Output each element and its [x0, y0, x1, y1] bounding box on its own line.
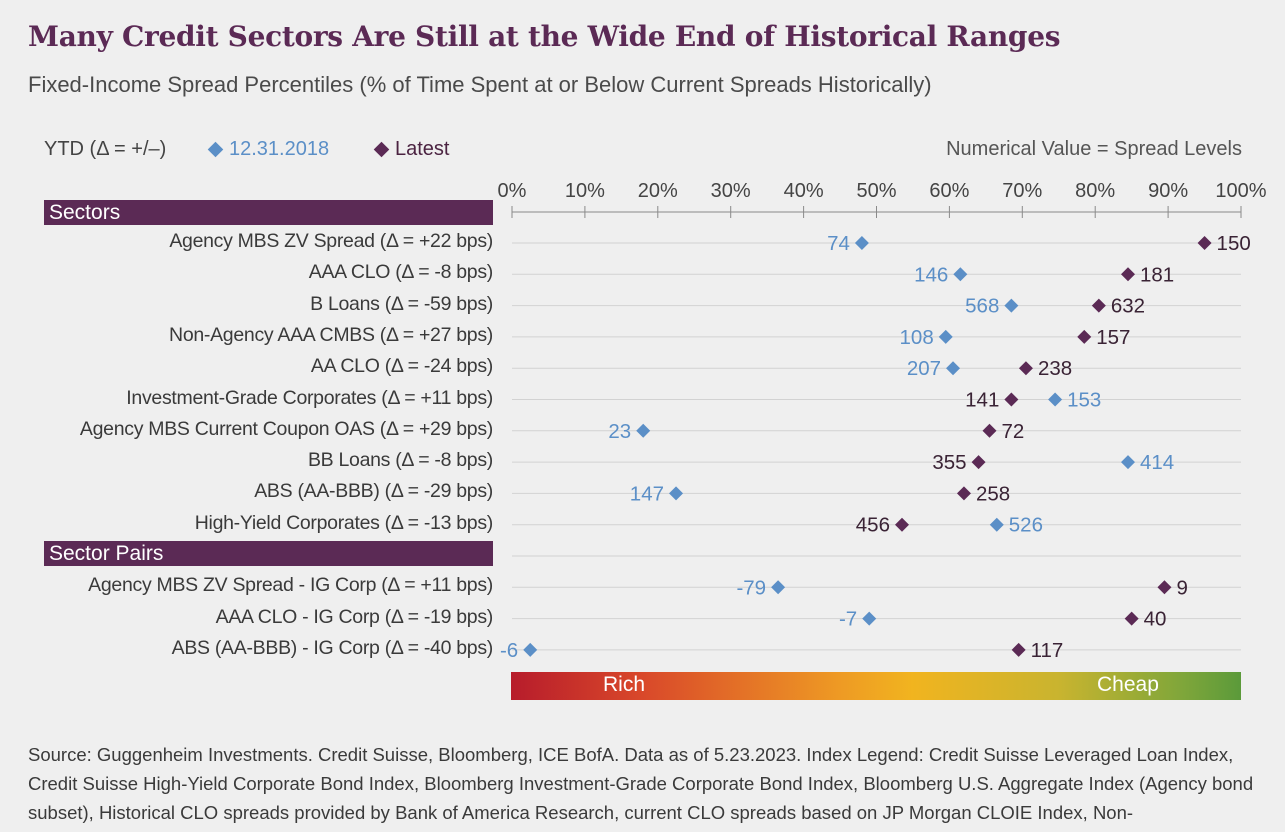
- latest-marker: [1124, 611, 1139, 626]
- latest-marker: [1091, 298, 1106, 313]
- prior-marker: [946, 361, 961, 376]
- chart-title: Many Credit Sectors Are Still at the Wid…: [28, 20, 1061, 53]
- prior-spread-label: -7: [839, 608, 857, 631]
- row-label: ABS (AA-BBB) - IG Corp (Δ = -40 bps): [171, 636, 494, 659]
- latest-spread-label: 355: [932, 451, 966, 474]
- latest-marker: [1121, 267, 1136, 282]
- legend-note: Numerical Value = Spread Levels: [946, 138, 1242, 160]
- prior-marker: [523, 642, 538, 657]
- latest-marker: [1077, 329, 1092, 344]
- legend-prior-label: 12.31.2018: [229, 138, 330, 160]
- x-tick-label: 100%: [1215, 180, 1266, 202]
- source-footnote: Source: Guggenheim Investments. Credit S…: [28, 744, 1254, 823]
- prior-spread-label: -6: [500, 639, 518, 662]
- legend-latest: Latest: [373, 138, 450, 161]
- row-label: Agency MBS ZV Spread (Δ = +22 bps): [169, 230, 493, 252]
- latest-marker: [956, 486, 971, 501]
- prior-marker: [669, 486, 684, 501]
- prior-spread-label: 147: [630, 482, 664, 505]
- prior-spread-label: 153: [1067, 389, 1101, 412]
- prior-marker: [953, 267, 968, 282]
- rich-label: Rich: [603, 673, 646, 696]
- latest-spread-label: 456: [856, 514, 890, 537]
- x-tick-label: 70%: [1002, 180, 1042, 202]
- row-label: AA CLO (Δ = -24 bps): [310, 355, 493, 378]
- prior-spread-label: 23: [608, 420, 631, 443]
- latest-spread-label: 632: [1111, 295, 1145, 318]
- prior-marker: [854, 236, 869, 250]
- prior-marker: [771, 580, 786, 595]
- latest-spread-label: 150: [1217, 232, 1251, 255]
- latest-spread-label: 9: [1176, 576, 1187, 599]
- row-label: ABS (AA-BBB) (Δ = -29 bps): [254, 480, 493, 503]
- row-label: Non-Agency AAA CMBS (Δ = +27 bps): [169, 323, 493, 346]
- latest-marker: [1011, 642, 1026, 657]
- prior-spread-label: 526: [1009, 514, 1043, 537]
- x-tick-label: 80%: [1075, 180, 1115, 202]
- prior-spread-label: 74: [827, 232, 850, 255]
- legend-latest-label: Latest: [395, 138, 450, 160]
- latest-spread-label: 141: [965, 389, 999, 412]
- latest-marker: [1018, 361, 1033, 376]
- section-header-sector-pairs: Sector Pairs: [44, 541, 493, 566]
- prior-spread-label: 568: [965, 295, 999, 318]
- prior-marker: [938, 329, 953, 344]
- x-tick-label: 60%: [929, 180, 969, 202]
- section-header-sectors: Sectors: [44, 200, 493, 225]
- row-label: AAA CLO (Δ = -8 bps): [308, 261, 494, 284]
- latest-marker: [1157, 580, 1172, 595]
- x-tick-label: 30%: [711, 180, 751, 202]
- prior-marker: [1048, 392, 1063, 407]
- latest-marker: [1197, 236, 1212, 250]
- rich-cheap-scale: [511, 672, 1241, 700]
- latest-marker: [971, 455, 986, 470]
- row-label: B Loans (Δ = -59 bps): [310, 292, 493, 315]
- prior-marker: [1121, 455, 1136, 470]
- prior-marker: [989, 517, 1004, 532]
- prior-marker: [862, 611, 877, 626]
- row-label: High-Yield Corporates (Δ = -13 bps): [194, 511, 494, 534]
- latest-spread-label: 238: [1038, 357, 1072, 380]
- prior-marker: [636, 423, 651, 438]
- chart-subtitle: Fixed-Income Spread Percentiles (% of Ti…: [28, 72, 932, 97]
- x-tick-label: 90%: [1148, 180, 1188, 202]
- prior-spread-label: 207: [907, 357, 941, 380]
- legend-prior: 12.31.2018: [207, 138, 330, 161]
- prior-spread-label: 414: [1140, 451, 1174, 474]
- prior-spread-label: 108: [900, 326, 934, 349]
- latest-marker: [1004, 392, 1019, 407]
- cheap-label: Cheap: [1097, 673, 1159, 696]
- latest-marker: [982, 423, 997, 438]
- latest-spread-label: 181: [1140, 263, 1174, 286]
- x-tick-label: 40%: [784, 180, 824, 202]
- legend-ytd-label: YTD (Δ = +/–): [44, 138, 167, 160]
- prior-spread-label: 146: [914, 263, 948, 286]
- row-label: BB Loans (Δ = -8 bps): [307, 449, 493, 472]
- x-tick-label: 20%: [638, 180, 678, 202]
- latest-spread-label: 258: [976, 482, 1010, 505]
- latest-spread-label: 117: [1031, 639, 1064, 662]
- row-label: Agency MBS Current Coupon OAS (Δ = +29 b…: [79, 417, 493, 440]
- row-label: Investment-Grade Corporates (Δ = +11 bps…: [126, 386, 493, 409]
- prior-marker: [1004, 298, 1019, 313]
- row-label: AAA CLO - IG Corp (Δ = -19 bps): [215, 605, 494, 628]
- x-tick-label: 10%: [565, 180, 605, 202]
- row-label: Agency MBS ZV Spread - IG Corp (Δ = +11 …: [88, 574, 493, 597]
- x-tick-label: 0%: [498, 180, 527, 202]
- latest-spread-label: 40: [1144, 608, 1167, 631]
- latest-spread-label: 157: [1096, 326, 1130, 349]
- latest-spread-label: 72: [1001, 420, 1024, 443]
- latest-marker: [895, 517, 910, 532]
- prior-spread-label: -79: [736, 576, 766, 599]
- x-tick-label: 50%: [856, 180, 896, 202]
